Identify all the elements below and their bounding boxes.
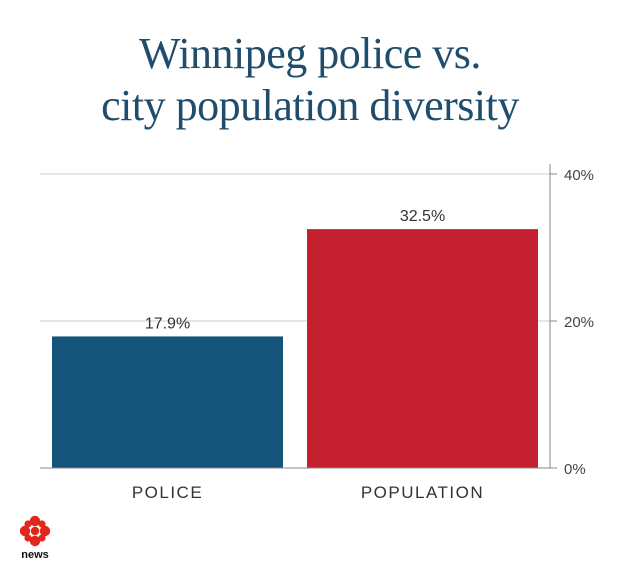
y-tick-label: 40% (564, 167, 594, 184)
chart-title-line-2: city population diversity (101, 81, 519, 130)
gem-petal (19, 525, 31, 537)
logo-text: news (21, 549, 49, 561)
category-label: POPULATION (361, 483, 484, 502)
bars (52, 229, 538, 468)
bar-population (307, 229, 538, 468)
cbc-news-logo: news (19, 515, 51, 561)
category-label: POLICE (132, 483, 203, 502)
y-tick-label: 0% (564, 461, 586, 478)
gem-petal (39, 525, 51, 537)
data-label: 32.5% (400, 208, 445, 225)
gem-petal (38, 520, 46, 528)
chart-title: Winnipeg police vs. city population dive… (0, 28, 620, 132)
axes (40, 164, 557, 469)
gem-petal (29, 535, 41, 547)
gem-petal (29, 515, 41, 527)
y-tick-label: 20% (564, 314, 594, 331)
cbc-gem-icon (19, 515, 51, 547)
gem-petal (38, 534, 46, 542)
gem-petal (24, 534, 32, 542)
chart-title-line-1: Winnipeg police vs. (139, 29, 481, 78)
gem-petal (24, 520, 32, 528)
labels: 0% 20% 40% 17.9% POLICE 32.5% POPULATION (132, 167, 594, 502)
bar-police (52, 336, 283, 468)
data-label: 17.9% (145, 315, 190, 332)
gem-center (30, 526, 40, 536)
